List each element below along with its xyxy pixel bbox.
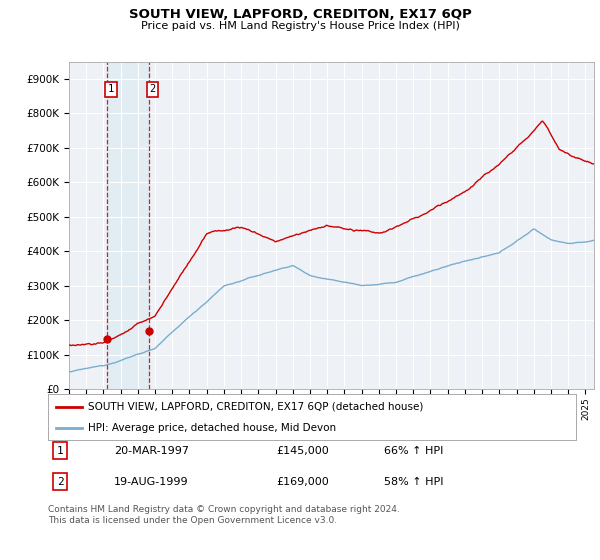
Text: Contains HM Land Registry data © Crown copyright and database right 2024.
This d: Contains HM Land Registry data © Crown c… bbox=[48, 505, 400, 525]
Text: 1: 1 bbox=[108, 84, 115, 94]
Text: £145,000: £145,000 bbox=[276, 446, 329, 456]
Text: 66% ↑ HPI: 66% ↑ HPI bbox=[384, 446, 443, 456]
Text: 58% ↑ HPI: 58% ↑ HPI bbox=[384, 477, 443, 487]
Text: 2: 2 bbox=[149, 84, 156, 94]
Text: 19-AUG-1999: 19-AUG-1999 bbox=[114, 477, 188, 487]
Text: Price paid vs. HM Land Registry's House Price Index (HPI): Price paid vs. HM Land Registry's House … bbox=[140, 21, 460, 31]
Text: 2: 2 bbox=[56, 477, 64, 487]
Text: SOUTH VIEW, LAPFORD, CREDITON, EX17 6QP (detached house): SOUTH VIEW, LAPFORD, CREDITON, EX17 6QP … bbox=[88, 402, 423, 412]
Text: 20-MAR-1997: 20-MAR-1997 bbox=[114, 446, 189, 456]
Bar bbox=[107, 62, 149, 389]
Text: HPI: Average price, detached house, Mid Devon: HPI: Average price, detached house, Mid … bbox=[88, 423, 336, 433]
Text: SOUTH VIEW, LAPFORD, CREDITON, EX17 6QP: SOUTH VIEW, LAPFORD, CREDITON, EX17 6QP bbox=[128, 8, 472, 21]
Text: £169,000: £169,000 bbox=[276, 477, 329, 487]
Text: 1: 1 bbox=[56, 446, 64, 456]
